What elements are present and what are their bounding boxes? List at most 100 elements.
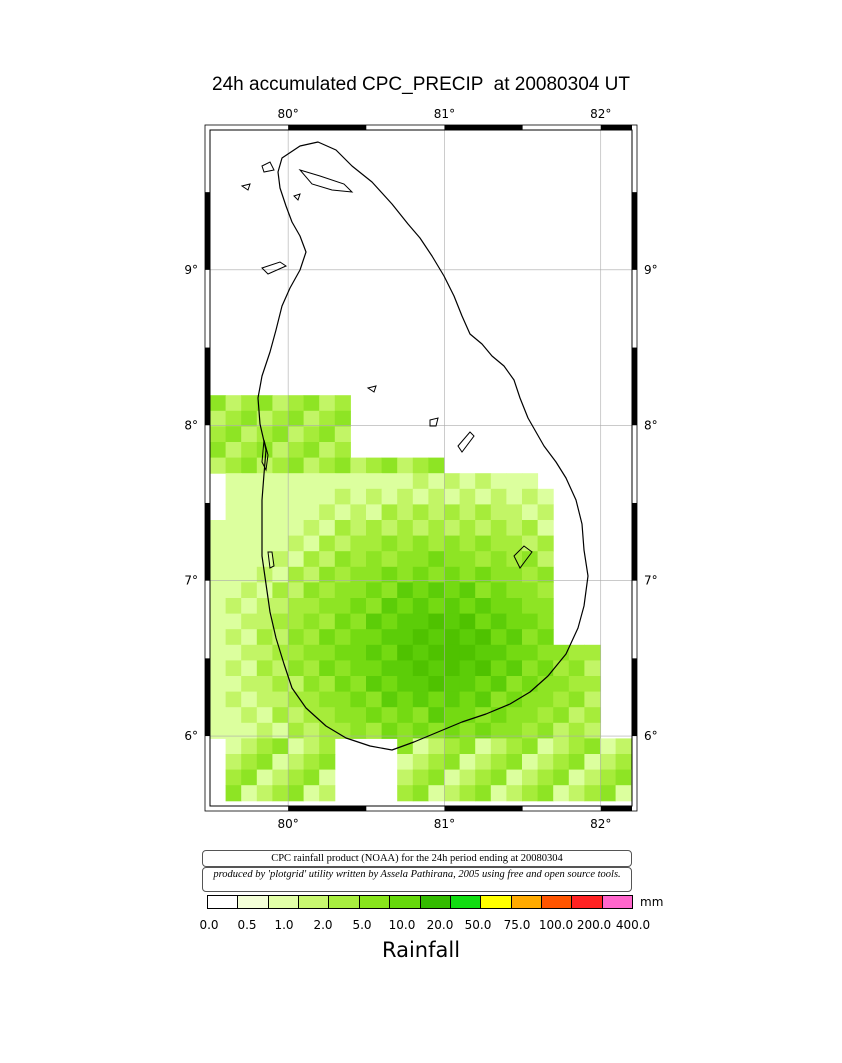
rain-cell: [397, 488, 414, 505]
rain-cell: [288, 738, 305, 755]
rain-cell: [506, 691, 523, 708]
rain-cell: [506, 566, 523, 583]
rain-cell: [537, 785, 554, 802]
rain-cell: [490, 629, 507, 646]
rain-cell: [537, 551, 554, 568]
rain-cell: [350, 613, 367, 630]
rain-cell: [319, 707, 336, 724]
rain-cell: [568, 676, 585, 693]
credit-line-1: CPC rainfall product (NOAA) for the 24h …: [202, 850, 632, 867]
rain-cell: [225, 395, 242, 412]
rain-cell: [210, 613, 227, 630]
rain-cell: [553, 707, 570, 724]
rain-cell: [490, 785, 507, 802]
rain-cell: [584, 769, 601, 786]
rain-cell: [210, 426, 227, 443]
rain-cell: [397, 738, 414, 755]
negombo-lagoon: [267, 551, 275, 569]
legend-swatch: [208, 896, 239, 908]
rain-cell: [522, 551, 539, 568]
rain-cell: [397, 629, 414, 646]
rain-cell: [225, 504, 242, 521]
rain-cell: [334, 660, 351, 677]
rain-cell: [350, 676, 367, 693]
rain-cell: [537, 598, 554, 615]
rain-cell: [272, 395, 289, 412]
rain-cell: [256, 785, 273, 802]
rain-cell: [256, 707, 273, 724]
rain-cell: [334, 644, 351, 661]
rain-cell: [459, 754, 476, 771]
rain-cell: [241, 707, 258, 724]
rain-cell: [303, 707, 320, 724]
rain-cell: [459, 613, 476, 630]
rain-cell: [397, 785, 414, 802]
rain-cell: [256, 644, 273, 661]
frame-bar-bottom: [288, 806, 367, 811]
rain-cell: [225, 426, 242, 443]
rain-cell: [459, 535, 476, 552]
rain-cell: [412, 707, 429, 724]
rain-cell: [475, 644, 492, 661]
rain-cell: [490, 473, 507, 490]
rain-cell: [381, 707, 398, 724]
rain-cell: [506, 582, 523, 599]
rain-cell: [522, 520, 539, 537]
rain-cell: [256, 613, 273, 630]
rain-cell: [537, 769, 554, 786]
rain-cell: [522, 613, 539, 630]
rain-cell: [210, 644, 227, 661]
rain-cell: [490, 769, 507, 786]
rain-cell: [553, 660, 570, 677]
rain-cell: [319, 613, 336, 630]
rain-cell: [350, 582, 367, 599]
rain-cell: [475, 504, 492, 521]
rain-cell: [428, 551, 445, 568]
rain-cell: [288, 598, 305, 615]
rain-cell: [397, 660, 414, 677]
rain-cell: [412, 613, 429, 630]
rain-cell: [288, 613, 305, 630]
rain-cell: [412, 629, 429, 646]
rain-cell: [475, 769, 492, 786]
rain-cell: [444, 722, 461, 739]
rain-cell: [241, 629, 258, 646]
rain-cell: [397, 613, 414, 630]
rain-cell: [225, 566, 242, 583]
rain-cell: [256, 473, 273, 490]
rain-cell: [537, 582, 554, 599]
rain-cell: [225, 707, 242, 724]
rain-cell: [568, 660, 585, 677]
rain-cell: [490, 754, 507, 771]
rain-cell: [522, 504, 539, 521]
rain-cell: [506, 785, 523, 802]
rain-cell: [475, 676, 492, 693]
mannar-island: [261, 261, 288, 275]
rain-cell: [490, 738, 507, 755]
rain-cell: [225, 582, 242, 599]
rain-cell: [537, 504, 554, 521]
rain-cell: [272, 598, 289, 615]
rain-cell: [397, 769, 414, 786]
rain-cell: [210, 410, 227, 427]
rain-cell: [459, 551, 476, 568]
rain-cell: [631, 754, 632, 771]
rain-cell: [319, 457, 336, 474]
rain-cell: [412, 644, 429, 661]
rain-cell: [506, 598, 523, 615]
rain-cell: [568, 769, 585, 786]
rain-cell: [241, 520, 258, 537]
rain-cell: [381, 504, 398, 521]
rain-cell: [381, 535, 398, 552]
rain-cell: [272, 410, 289, 427]
rain-cell: [537, 707, 554, 724]
rain-cell: [522, 473, 539, 490]
rain-cell: [397, 754, 414, 771]
rain-cell: [241, 442, 258, 459]
rain-cell: [537, 566, 554, 583]
rain-cell: [412, 520, 429, 537]
rain-cell: [397, 582, 414, 599]
rain-cell: [350, 660, 367, 677]
rain-cell: [428, 691, 445, 708]
rain-cell: [381, 551, 398, 568]
